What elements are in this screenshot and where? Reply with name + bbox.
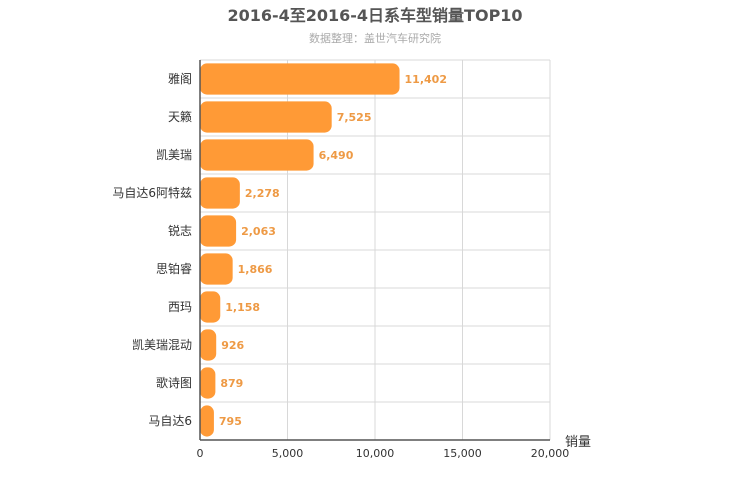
x-tick-label: 15,000 [443, 447, 482, 460]
value-label: 2,278 [245, 187, 280, 200]
x-tick-labels: 0 5,000 10,000 15,000 20,000 [197, 447, 570, 460]
category-label: 雅阁 [168, 71, 192, 86]
x-tick-label: 20,000 [531, 447, 570, 460]
bar [200, 215, 237, 247]
bar [200, 329, 217, 361]
x-axis-title: 销量 [565, 435, 591, 450]
bar [200, 405, 214, 437]
value-label: 1,158 [225, 301, 260, 314]
category-label: 锐志 [168, 224, 192, 238]
value-labels: 11,402 7,525 6,490 2,278 2,063 1,866 1,158 926 8… [219, 73, 447, 428]
bar [200, 253, 233, 285]
bars [200, 63, 400, 437]
x-tick-label: 5,000 [272, 447, 304, 460]
bar [200, 291, 221, 323]
bar [200, 139, 314, 171]
category-label: 凯美瑞 [156, 148, 192, 162]
value-label: 795 [219, 415, 242, 428]
value-label: 926 [221, 339, 244, 352]
x-tick-label: 10,000 [356, 447, 395, 460]
value-label: 1,866 [238, 263, 273, 276]
grid-lines [199, 59, 551, 441]
category-label: 天籁 [168, 109, 192, 124]
bar [200, 63, 400, 95]
category-label: 歌诗图 [156, 375, 192, 390]
value-label: 7,525 [337, 111, 372, 124]
category-label: 西玛 [168, 300, 192, 314]
category-label: 凯美瑞混动 [132, 338, 192, 352]
value-label: 6,490 [319, 149, 354, 162]
value-label: 11,402 [405, 73, 447, 86]
category-label: 马自达6阿特兹 [112, 185, 192, 200]
bar [200, 177, 240, 209]
category-label: 马自达6 [148, 414, 192, 428]
chart-subtitle: 数据整理：盖世汽车研究院 [309, 31, 441, 45]
bar [200, 367, 216, 399]
category-label: 思铂睿 [156, 261, 192, 276]
value-label: 879 [220, 377, 243, 390]
value-label: 2,063 [241, 225, 276, 238]
bar [200, 101, 332, 133]
chart-title: 2016-4至2016-4日系车型销量TOP10 [227, 6, 522, 25]
x-tick-label: 0 [197, 447, 204, 460]
